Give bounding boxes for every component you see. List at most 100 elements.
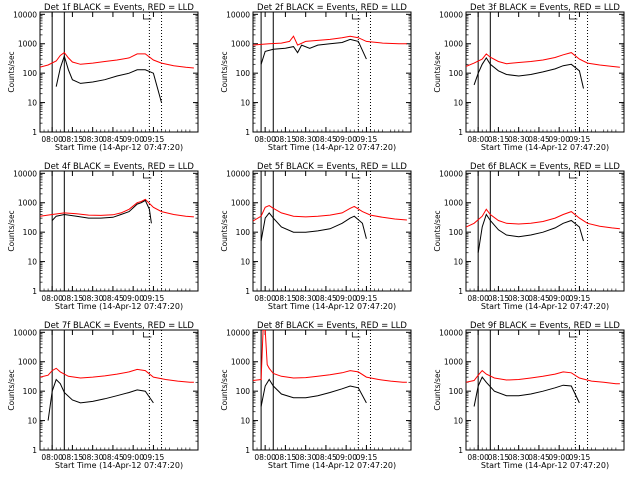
- y-tick-label: 100: [236, 387, 251, 396]
- x-axis-label: Start Time (14-Apr-12 07:47:20): [481, 302, 609, 311]
- panel-det-9: Det 9f BLACK = Events, RED = LLD 1 10 100 10…: [433, 321, 625, 470]
- y-tick-label: 1000: [444, 358, 463, 367]
- interval-bracket: [351, 173, 361, 179]
- y-axis-label: Counts/sec: [7, 210, 16, 251]
- y-tick-label: 10: [27, 258, 37, 267]
- y-tick-label: 1: [458, 287, 463, 296]
- y-tick-label: 1000: [18, 40, 37, 49]
- y-tick-label: 10000: [13, 169, 37, 178]
- plot-frame: [252, 170, 412, 292]
- y-tick-label: 100: [23, 69, 38, 78]
- y-tick-label: 100: [23, 228, 38, 237]
- x-tick-label: 09:00: [548, 135, 570, 144]
- y-axis-label: Counts/sec: [433, 210, 442, 251]
- x-tick-label: 08:45: [102, 294, 124, 303]
- y-tick-label: 1000: [444, 40, 463, 49]
- y-tick-label: 1000: [231, 40, 250, 49]
- y-tick-label: 1: [458, 446, 463, 455]
- panel-det-1: Det 1f BLACK = Events, RED = LLD 1 10 100 10…: [7, 3, 199, 152]
- x-tick-label: 09:15: [143, 453, 165, 462]
- x-axis-label: Start Time (14-Apr-12 07:47:20): [268, 461, 396, 470]
- y-tick-label: 10000: [439, 169, 463, 178]
- x-tick-label: 09:15: [143, 135, 165, 144]
- x-tick-label: 09:15: [356, 294, 378, 303]
- y-axis-label: Counts/sec: [7, 51, 16, 92]
- y-tick-label: 1000: [444, 199, 463, 208]
- x-tick-label: 08:30: [82, 453, 104, 462]
- y-tick-label: 10000: [439, 328, 463, 337]
- y-tick-label: 1: [458, 128, 463, 137]
- interval-bracket: [568, 332, 578, 338]
- x-tick-label: 08:45: [528, 135, 550, 144]
- series-events-line: [51, 199, 152, 224]
- panel-title: Det 1f BLACK = Events, RED = LLD: [44, 3, 194, 13]
- panel-det-3: Det 3f BLACK = Events, RED = LLD 1 10 100 10…: [433, 3, 625, 152]
- y-tick-label: 1: [245, 446, 250, 455]
- series-events-line: [477, 213, 584, 253]
- x-tick-label: 08:00: [254, 453, 276, 462]
- y-tick-label: 100: [449, 69, 464, 78]
- x-tick-label: 09:00: [122, 453, 144, 462]
- series-events-line: [260, 378, 367, 407]
- series-lld-line: [253, 330, 407, 383]
- y-tick-label: 10: [240, 417, 250, 426]
- series-lld-line: [466, 369, 620, 385]
- y-axis-label: Counts/sec: [433, 51, 442, 92]
- x-tick-label: 09:00: [122, 294, 144, 303]
- panel-det-2: Det 2f BLACK = Events, RED = LLD 1 10 100 10…: [220, 3, 412, 152]
- y-tick-label: 1: [245, 287, 250, 296]
- series-events-line: [260, 38, 367, 65]
- series-events-line: [260, 212, 367, 242]
- panel-title: Det 6f BLACK = Events, RED = LLD: [470, 162, 620, 172]
- interval-bracket: [142, 332, 152, 338]
- x-tick-label: 08:45: [528, 453, 550, 462]
- x-tick-label: 08:45: [315, 135, 337, 144]
- y-tick-label: 1000: [18, 199, 37, 208]
- interval-bracket: [568, 173, 578, 179]
- x-tick-label: 09:15: [356, 453, 378, 462]
- x-tick-label: 09:00: [335, 453, 357, 462]
- x-axis-label: Start Time (14-Apr-12 07:47:20): [268, 302, 396, 311]
- y-axis-label: Counts/sec: [220, 369, 229, 410]
- series-lld-line: [466, 208, 620, 230]
- x-tick-label: 09:15: [569, 135, 591, 144]
- series-lld-line: [466, 52, 620, 68]
- y-tick-label: 1000: [231, 199, 250, 208]
- panel-det-6: Det 6f BLACK = Events, RED = LLD 1 10 100 10…: [433, 162, 625, 311]
- y-tick-label: 10: [240, 99, 250, 108]
- interval-bracket: [351, 14, 361, 20]
- x-tick-label: 08:45: [102, 135, 124, 144]
- x-axis-label: Start Time (14-Apr-12 07:47:20): [268, 143, 396, 152]
- y-tick-label: 100: [449, 387, 464, 396]
- x-axis-label: Start Time (14-Apr-12 07:47:20): [481, 461, 609, 470]
- y-tick-label: 10: [27, 417, 37, 426]
- y-tick-label: 100: [449, 228, 464, 237]
- interval-bracket: [142, 173, 152, 179]
- plot-frame: [465, 11, 625, 133]
- interval-bracket: [351, 332, 361, 338]
- y-axis-label: Counts/sec: [7, 369, 16, 410]
- y-axis-label: Counts/sec: [220, 210, 229, 251]
- plot-frame: [39, 170, 199, 292]
- x-axis-label: Start Time (14-Apr-12 07:47:20): [55, 461, 183, 470]
- x-tick-label: 08:15: [488, 453, 510, 462]
- panel-title: Det 2f BLACK = Events, RED = LLD: [257, 3, 407, 13]
- panel-det-4: Det 4f BLACK = Events, RED = LLD 1 10 100 10…: [7, 162, 199, 311]
- x-tick-label: 08:00: [467, 453, 489, 462]
- x-tick-label: 08:45: [102, 453, 124, 462]
- x-tick-label: 08:45: [528, 294, 550, 303]
- x-tick-label: 08:15: [62, 453, 84, 462]
- series-lld-line: [253, 205, 407, 222]
- y-tick-label: 10000: [226, 169, 250, 178]
- y-tick-label: 1: [32, 128, 37, 137]
- x-tick-label: 08:15: [275, 135, 297, 144]
- x-tick-label: 08:30: [508, 135, 530, 144]
- panel-det-8: Det 8f BLACK = Events, RED = LLD 1 10 100 10…: [220, 321, 412, 470]
- y-tick-label: 10: [240, 258, 250, 267]
- x-tick-label: 09:15: [356, 135, 378, 144]
- y-tick-label: 10000: [226, 328, 250, 337]
- x-tick-label: 08:30: [295, 135, 317, 144]
- y-tick-label: 10000: [439, 10, 463, 19]
- x-tick-label: 08:30: [508, 453, 530, 462]
